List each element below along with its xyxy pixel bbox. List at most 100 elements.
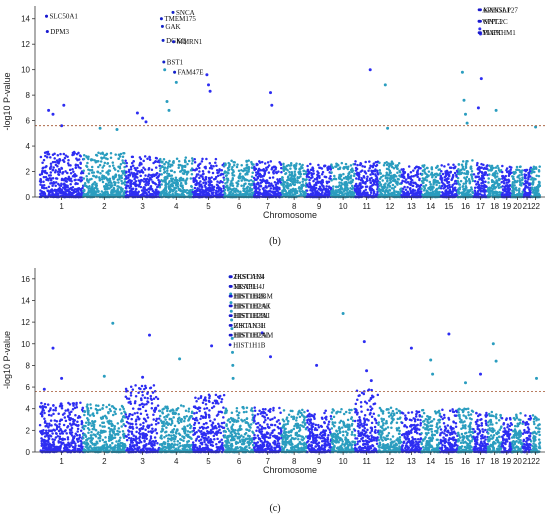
snp-point — [119, 186, 123, 190]
snp-point — [285, 184, 288, 188]
snp-point — [79, 166, 82, 170]
snp-point — [76, 164, 80, 167]
snp-point — [391, 183, 395, 187]
snp-point — [42, 170, 45, 173]
snp-point — [74, 163, 78, 166]
snp-point — [49, 171, 53, 174]
snp-point — [346, 188, 350, 191]
snp-point — [511, 193, 515, 197]
snp-point — [409, 180, 413, 183]
snp-point — [224, 182, 227, 185]
snp-point — [139, 185, 143, 189]
snp-point — [418, 178, 421, 182]
snp-point — [472, 173, 476, 176]
snp-point — [225, 177, 229, 180]
snp-point — [474, 191, 477, 194]
snp-point — [125, 161, 129, 165]
snp-point — [420, 187, 423, 191]
x-tick-label: 4 — [174, 202, 179, 211]
snp-point — [129, 165, 133, 169]
snp-point — [180, 189, 184, 193]
snp-point — [120, 182, 124, 185]
snp-point — [175, 190, 178, 193]
snp-point — [289, 188, 293, 191]
snp-point-significant — [462, 98, 466, 102]
snp-point — [319, 166, 322, 170]
snp-point — [87, 155, 90, 158]
snp-point — [290, 178, 293, 181]
snp-point — [60, 182, 63, 185]
snp-point — [269, 160, 273, 163]
snp-point — [269, 190, 272, 193]
snp-point — [182, 169, 186, 172]
snp-point — [335, 194, 338, 197]
snp-point — [122, 191, 125, 195]
gene-label: SLC50A1 — [50, 13, 79, 21]
snp-point — [188, 189, 191, 193]
snp-point — [282, 185, 285, 188]
y-axis-title-b: -log10 P-value — [2, 72, 12, 130]
snp-point — [138, 170, 141, 173]
x-tick-label: 12 — [385, 202, 394, 211]
snp-point — [159, 157, 162, 161]
snp-point — [73, 406, 77, 410]
snp-point — [362, 174, 366, 178]
snp-point — [456, 179, 460, 183]
snp-point — [281, 179, 285, 182]
snp-point — [195, 179, 198, 183]
snp-point — [383, 183, 386, 187]
snp-point — [521, 176, 524, 179]
snp-point — [166, 167, 169, 170]
snp-point — [51, 160, 55, 164]
snp-point — [102, 156, 106, 159]
snp-point — [79, 176, 82, 179]
snp-point — [462, 187, 465, 191]
snp-point — [189, 177, 193, 180]
snp-point — [510, 171, 513, 174]
snp-point — [118, 177, 121, 181]
snp-point — [112, 186, 116, 190]
snp-point — [299, 175, 302, 178]
snp-point — [174, 184, 178, 187]
snp-point — [523, 173, 526, 176]
snp-point — [51, 184, 54, 187]
snp-point — [470, 173, 473, 176]
snp-point — [479, 166, 482, 170]
snp-point — [425, 173, 429, 176]
snp-point — [397, 161, 401, 165]
snp-point — [359, 170, 363, 173]
snp-point — [57, 162, 60, 165]
snp-point — [370, 169, 373, 173]
snp-point — [65, 432, 68, 435]
snp-point — [393, 193, 397, 197]
snp-point — [231, 187, 235, 191]
snp-point — [154, 189, 158, 192]
snp-point-significant — [269, 91, 272, 95]
snp-point — [94, 191, 98, 194]
snp-point — [68, 168, 72, 172]
snp-point — [396, 183, 399, 186]
snp-point — [192, 177, 195, 180]
snp-point — [39, 178, 43, 182]
snp-point — [252, 163, 255, 166]
snp-point — [236, 182, 240, 186]
snp-point — [443, 178, 446, 182]
snp-point — [389, 180, 393, 184]
snp-point — [100, 178, 104, 181]
snp-point — [512, 175, 515, 178]
snp-point — [131, 155, 135, 159]
snp-point — [222, 178, 226, 182]
snp-point — [344, 162, 348, 166]
snp-point — [489, 186, 493, 190]
snp-point — [87, 168, 90, 171]
snp-point — [354, 169, 358, 172]
snp-point — [181, 184, 184, 187]
snp-point — [432, 178, 436, 182]
snp-point — [49, 174, 52, 177]
snp-point — [442, 182, 445, 185]
snp-point — [293, 174, 297, 177]
snp-point — [495, 175, 499, 178]
snp-point — [139, 179, 143, 182]
snp-point — [368, 160, 371, 163]
snp-point — [143, 155, 147, 158]
